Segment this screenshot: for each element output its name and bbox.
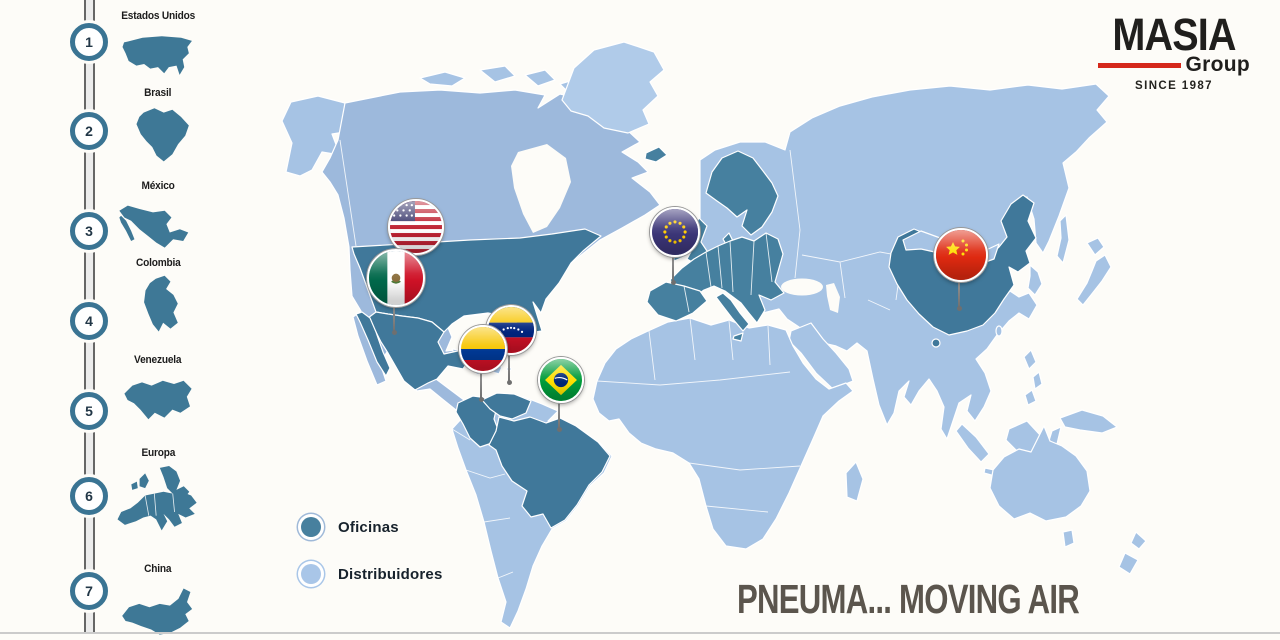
sidebar-item-label: Europa — [141, 447, 175, 459]
venezuela-silhouette — [124, 380, 192, 420]
usa-flag-icon — [388, 199, 444, 255]
pin-stick — [556, 399, 562, 432]
scandinavia — [705, 150, 779, 236]
taiwan — [995, 325, 1003, 337]
sidebar-number-5: 5 — [70, 392, 108, 430]
offices-europe — [644, 146, 785, 342]
europe-flag-icon — [650, 207, 700, 257]
brazil-silhouette — [136, 108, 189, 162]
africa — [592, 317, 854, 550]
sakhalin — [1056, 214, 1070, 264]
philippines — [1023, 349, 1043, 406]
oceania — [955, 409, 1147, 575]
pin-stick — [478, 369, 484, 402]
sidebar-item-venezuela: Venezuela — [106, 350, 210, 429]
tasmania — [1062, 529, 1075, 548]
sidebar-item-china: China — [106, 559, 210, 638]
usa-silhouette — [122, 36, 192, 75]
legend-distributors: Distribuidores — [296, 559, 442, 589]
arctic-islands — [419, 65, 591, 100]
sumatra — [955, 423, 990, 463]
pin-stick — [506, 351, 512, 385]
sidebar-item-europa: Europa — [106, 443, 210, 560]
new-zealand — [1118, 531, 1147, 575]
italy — [715, 292, 750, 332]
legend-offices: Oficinas — [296, 512, 442, 542]
caspian-sea — [826, 283, 840, 313]
sidebar-item-label: China — [144, 563, 172, 575]
bottom-divider — [0, 632, 1280, 634]
sicily — [732, 332, 744, 342]
sidebar-item-mexico: México — [106, 176, 210, 253]
colombia-silhouette — [144, 275, 178, 332]
sidebar-item-label: México — [141, 180, 175, 192]
sidebar-number-2: 2 — [70, 112, 108, 150]
sidebar-item-label: Brasil — [144, 87, 172, 99]
pin-stick — [670, 253, 676, 285]
mainland-europe — [669, 232, 785, 324]
masia-group-logo: MASIA Group SINCE 1987 — [1098, 12, 1250, 92]
new-guinea — [1059, 409, 1118, 434]
europe-silhouette — [117, 466, 197, 531]
sidebar-item-estados-unidos: Estados Unidos — [106, 6, 210, 81]
australia — [989, 425, 1091, 522]
korea — [1027, 264, 1043, 296]
sidebar-number-7: 7 — [70, 572, 108, 610]
sidebar-item-brasil: Brasil — [106, 83, 210, 170]
mexico-flag-icon — [367, 249, 425, 307]
tagline: PNEUMA... MOVING AIR — [737, 576, 1080, 622]
china-silhouette — [122, 588, 193, 635]
logo-red-bar — [1098, 62, 1181, 68]
iceland — [644, 146, 668, 163]
sidebar-item-colombia: Colombia — [106, 253, 210, 348]
africa-landmass — [592, 317, 864, 550]
china-flag-icon — [934, 228, 988, 282]
sidebar-number-6: 6 — [70, 477, 108, 515]
distributor-marker-icon — [301, 564, 321, 584]
logo-brand-text: MASIA — [1112, 9, 1236, 60]
sidebar-number-1: 1 — [70, 23, 108, 61]
legend-label: Distribuidores — [338, 565, 443, 583]
legend-label: Oficinas — [338, 518, 399, 536]
map-legend: Oficinas Distribuidores — [296, 512, 442, 606]
hudson-bay — [511, 144, 571, 233]
mexico-silhouette — [119, 205, 189, 248]
japan — [1076, 237, 1112, 306]
brazil — [488, 416, 611, 529]
greenland — [561, 41, 665, 134]
pin-stick — [956, 276, 962, 311]
sidebar-item-label: Estados Unidos — [121, 10, 195, 22]
madagascar — [845, 461, 864, 502]
sidebar-number-4: 4 — [70, 302, 108, 340]
pin-stick — [391, 301, 397, 335]
sidebar-item-label: Venezuela — [134, 354, 182, 366]
logo-group-text: Group — [1185, 53, 1250, 76]
sidebar-number-3: 3 — [70, 212, 108, 250]
office-marker-icon — [301, 517, 321, 537]
sidebar-item-label: Colombia — [135, 257, 181, 269]
logo-since-text: SINCE 1987 — [1135, 80, 1213, 92]
brazil-flag-icon — [538, 357, 584, 403]
colombia-flag-icon — [459, 325, 507, 373]
offices-americas — [351, 228, 611, 529]
hainan — [931, 338, 941, 348]
black-sea — [781, 278, 823, 296]
arabia — [788, 322, 854, 390]
baja-california — [355, 311, 391, 377]
venezuela — [481, 392, 532, 420]
